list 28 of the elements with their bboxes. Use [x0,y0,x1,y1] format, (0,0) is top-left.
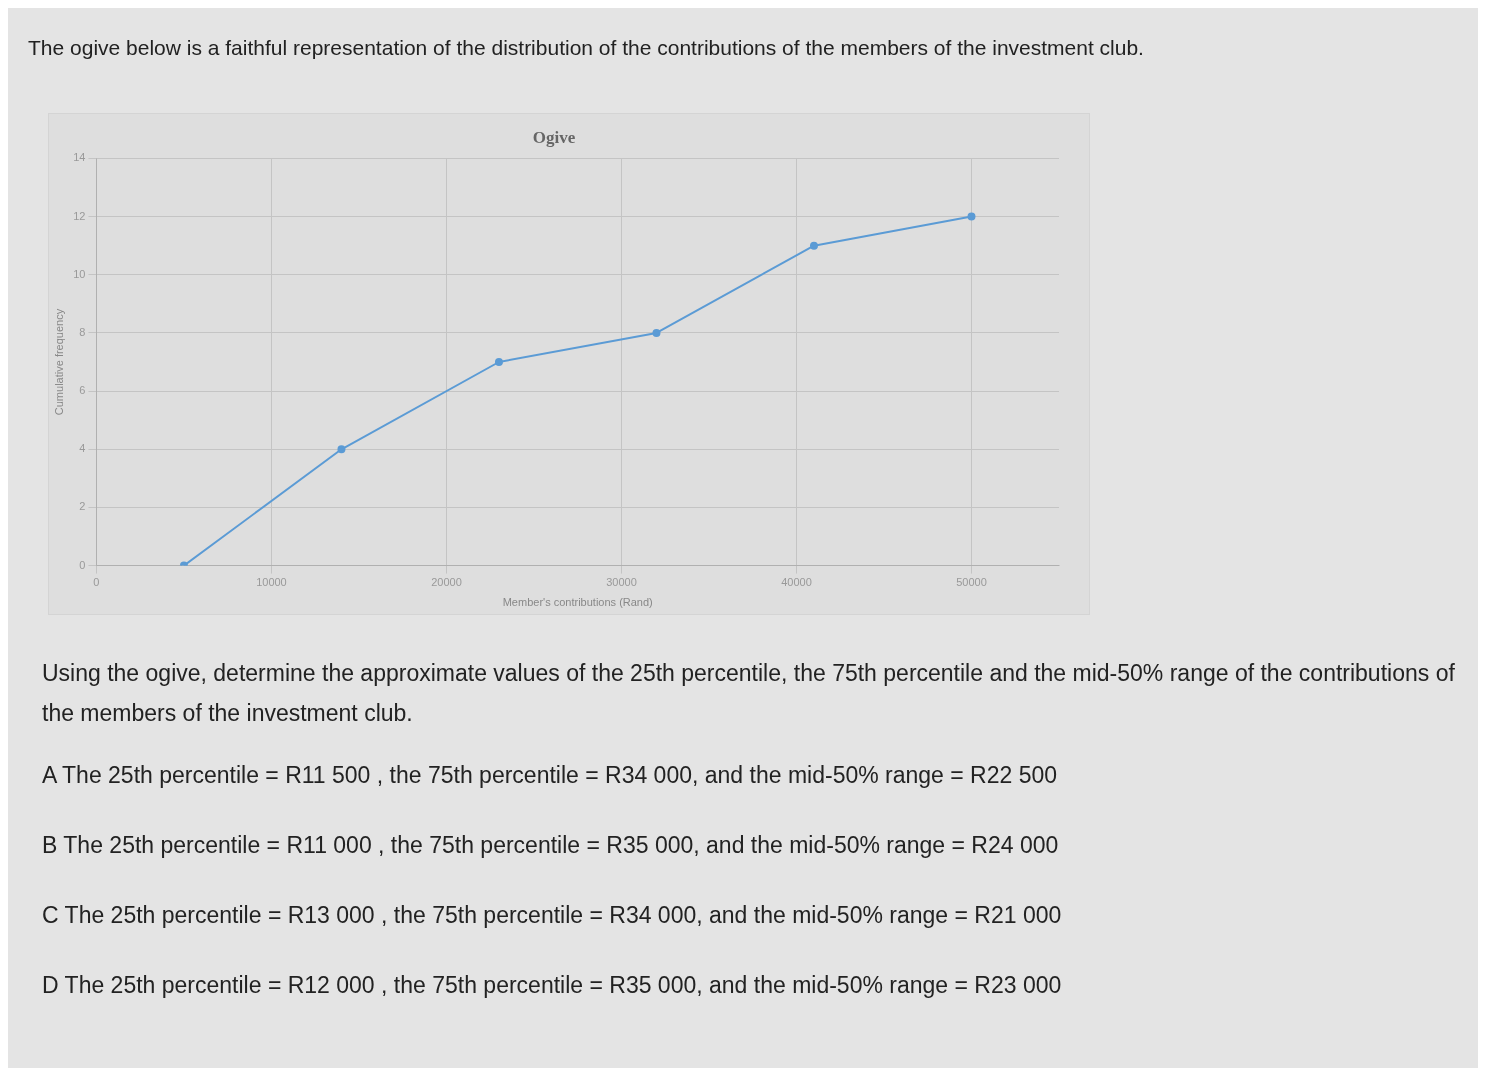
x-axis-title: Member's contributions (Rand) [502,596,653,609]
text: D The 25th percentile = R12 000 , the 75th percentile = R35 000, and the mid-50% range = R23 000 [42,971,1063,1000]
x-tick-label: 0 [93,576,100,589]
chart-subtitle: The ogive below is a faithful representation of the distribution of the contributions of the members of the investment club. [28,36,1144,60]
chart-title: Ogive [532,127,576,147]
x-tick-label: 40000 [781,576,812,589]
x-tick-label: 30000 [606,576,637,589]
y-tick-label: 2 [79,500,86,513]
y-tick-label: 6 [79,384,86,397]
y-tick-label: 4 [79,442,86,455]
y-tick-label: 0 [79,558,86,571]
point [809,241,818,250]
y-tick-label: 8 [79,325,86,338]
y-tick-label: 14 [73,151,86,164]
x-tick-label: 20000 [431,576,462,589]
text: A The 25th percentile = R11 500 , the 75th percentile = R34 000, and the mid-50% range = R22 500 [42,761,1059,790]
point [967,212,976,221]
y-tick-label: 10 [73,267,86,280]
point [337,445,346,454]
point [652,328,661,337]
text: C The 25th percentile = R13 000 , the 75th percentile = R34 000, and the mid-50% range = R21 000 [42,901,1063,930]
x-tick-label: 10000 [256,576,287,589]
y-axis-title: Cumulative frequency [52,308,65,416]
text: Using the ogive, determine the approximate values of the 25th percentile, the 75th percentile and the mid-50% range of the contributions of the members of the investment club. [42,659,1456,728]
x-tick-label: 50000 [956,576,987,589]
text: B The 25th percentile = R11 000 , the 75th percentile = R35 000, and the mid-50% range = R24 000 [42,831,1060,860]
y-tick-label: 12 [73,209,86,222]
point [494,358,503,366]
